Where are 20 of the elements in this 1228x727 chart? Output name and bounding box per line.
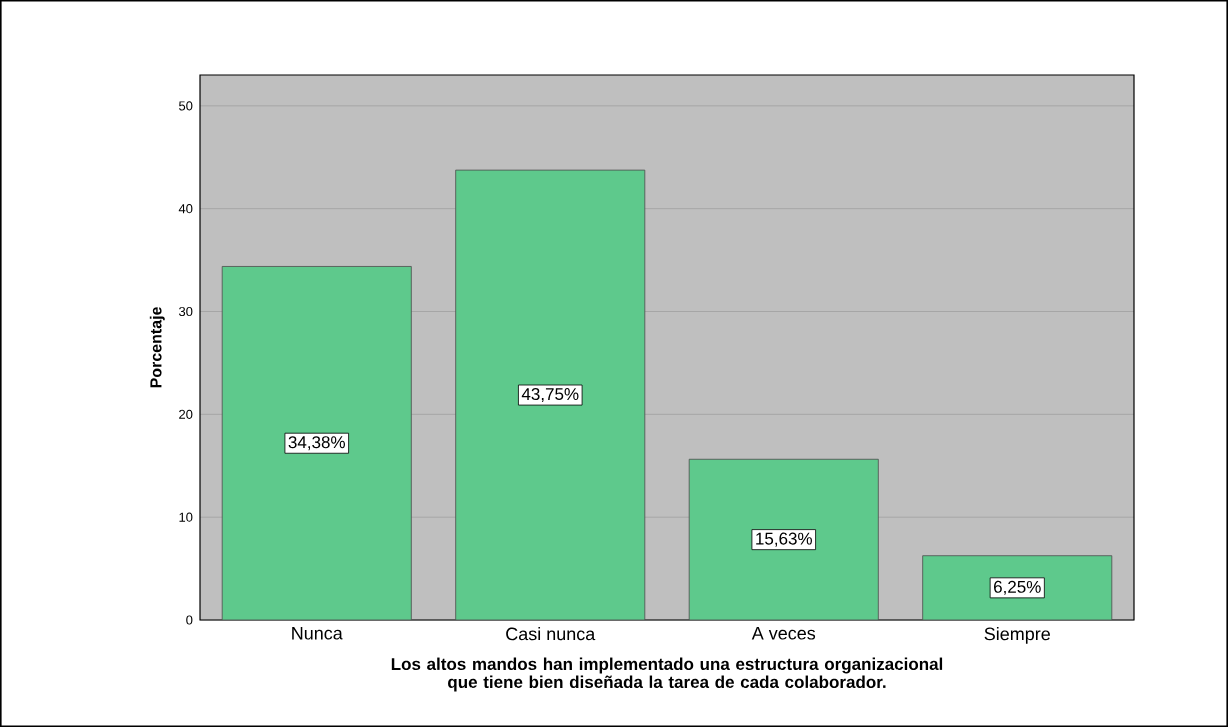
y-tick-label: 0 bbox=[186, 615, 193, 625]
y-tick-label: 50 bbox=[179, 101, 193, 111]
data-label: 15,63% bbox=[756, 532, 812, 547]
bar bbox=[222, 266, 412, 620]
x-axis-title: Los altos mandos han implementado una estructura organizacional que tiene bien diseñada la tarea de cada colaborador. bbox=[391, 657, 943, 692]
bar bbox=[689, 459, 879, 620]
y-tick-label: 40 bbox=[178, 204, 193, 214]
bar bbox=[922, 555, 1113, 620]
x-tick-label: A veces bbox=[751, 627, 816, 640]
x-tick-label: Casi nunca bbox=[506, 627, 596, 641]
bar bbox=[455, 170, 645, 620]
y-tick-label: 30 bbox=[178, 306, 193, 317]
data-label: 43,75% bbox=[521, 388, 579, 403]
x-tick-label: Nunca bbox=[292, 627, 343, 640]
data-label: 6,25% bbox=[994, 580, 1041, 595]
data-label: 34,38% bbox=[288, 436, 345, 451]
y-axis-title: Porcentaje bbox=[149, 307, 165, 388]
x-tick-label: Siempre bbox=[984, 627, 1050, 644]
y-tick-label: 20 bbox=[179, 409, 193, 419]
y-tick-label: 10 bbox=[179, 512, 193, 522]
